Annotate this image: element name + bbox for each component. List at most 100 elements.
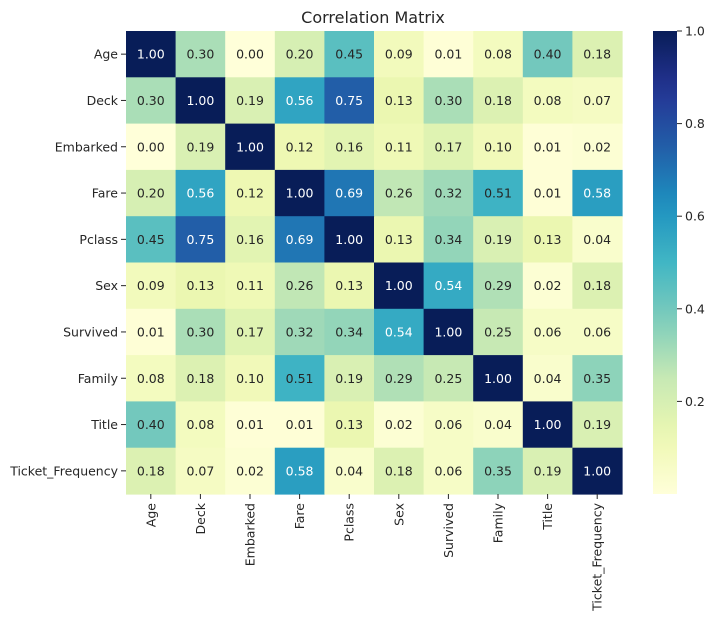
cell-value-label: 0.20 — [137, 186, 165, 201]
heatmap-cell — [225, 123, 276, 171]
cell-value-label: 0.06 — [583, 324, 611, 339]
cell-value-label: 0.08 — [484, 47, 512, 62]
cell-value-label: 0.19 — [186, 139, 214, 154]
heatmap-cell — [423, 216, 474, 264]
column-label: Family — [491, 502, 506, 543]
heatmap-cell — [175, 31, 226, 78]
chart-title: Correlation Matrix — [301, 8, 445, 27]
heatmap-cell — [522, 355, 573, 402]
cell-value-label: 0.26 — [286, 278, 314, 293]
cell-value-label: 0.02 — [534, 278, 562, 293]
cell-value-label: 0.10 — [484, 139, 512, 154]
row-label: Age — [94, 47, 118, 62]
cell-value-label: 0.30 — [186, 47, 214, 62]
cell-value-label: 0.40 — [137, 417, 165, 432]
heatmap-cell — [324, 31, 375, 78]
cell-value-label: 0.26 — [385, 186, 413, 201]
cell-value-label: 0.58 — [286, 463, 314, 478]
heatmap-cell — [274, 308, 325, 356]
cell-value-label: 0.56 — [186, 186, 214, 201]
heatmap-cell — [522, 262, 573, 310]
cell-value-label: 0.18 — [484, 93, 512, 108]
cell-value-label: 0.25 — [434, 371, 462, 386]
cell-value-label: 0.10 — [236, 371, 264, 386]
heatmap-cell — [175, 355, 226, 402]
heatmap-cell — [225, 216, 276, 264]
cell-value-label: 0.19 — [534, 463, 562, 478]
heatmap-cell — [225, 262, 276, 310]
heatmap-cell — [324, 401, 375, 449]
cell-value-label: 0.01 — [286, 417, 314, 432]
heatmap-cell — [126, 401, 177, 449]
heatmap-cell — [126, 447, 177, 495]
cell-value-label: 0.09 — [137, 278, 165, 293]
colorbar-tick-label: 0.2 — [685, 394, 705, 409]
row-label: Deck — [87, 93, 119, 108]
heatmap-cell — [274, 401, 325, 449]
heatmap-cell — [374, 308, 425, 356]
cell-value-label: 0.40 — [534, 47, 562, 62]
heatmap-cell — [175, 308, 226, 356]
heatmap-cell — [324, 262, 375, 310]
cell-value-label: 0.20 — [286, 47, 314, 62]
heatmap-cell — [423, 262, 474, 310]
cell-value-label: 0.04 — [534, 371, 562, 386]
cell-value-label: 1.00 — [137, 47, 165, 62]
cell-value-label: 0.69 — [335, 186, 363, 201]
cell-value-label: 0.19 — [236, 93, 264, 108]
heatmap-cell — [473, 123, 524, 171]
cell-value-label: 0.19 — [484, 232, 512, 247]
cell-value-label: 0.18 — [583, 278, 611, 293]
cell-value-label: 0.06 — [434, 417, 462, 432]
heatmap-cell — [522, 401, 573, 449]
heatmap-cell — [374, 31, 425, 78]
heatmap-cell — [522, 77, 573, 125]
cell-value-label: 0.08 — [137, 371, 165, 386]
cell-value-label: 0.75 — [335, 93, 363, 108]
column-label: Title — [540, 503, 555, 531]
heatmap-cell — [324, 123, 375, 171]
cell-value-label: 1.00 — [385, 278, 413, 293]
cell-value-label: 0.25 — [484, 324, 512, 339]
heatmap-cell — [274, 355, 325, 402]
cell-value-label: 0.18 — [137, 463, 165, 478]
colorbar-tick-label: 0.6 — [685, 209, 705, 224]
heatmap-cell — [473, 216, 524, 264]
heatmap-cell — [274, 447, 325, 495]
cell-value-label: 0.13 — [186, 278, 214, 293]
cell-value-label: 1.00 — [534, 417, 562, 432]
heatmap-cell — [572, 447, 623, 495]
heatmap-cell — [572, 31, 623, 78]
heatmap-cell — [374, 262, 425, 310]
heatmap-cell — [126, 77, 177, 125]
cell-value-label: 0.04 — [335, 463, 363, 478]
colorbar-tick-label: 0.8 — [685, 116, 705, 131]
column-labels: Age Deck Embarked Fare Pclass Sex Survived Fami… — [143, 494, 605, 612]
heatmap-cell — [274, 262, 325, 310]
column-label: Pclass — [342, 503, 357, 542]
cell-value-label: 0.19 — [335, 371, 363, 386]
heatmap-cell — [225, 355, 276, 402]
cell-value-label: 0.13 — [385, 93, 413, 108]
cell-value-label: 0.11 — [236, 278, 264, 293]
heatmap-cell — [572, 355, 623, 402]
heatmap-cell — [572, 262, 623, 310]
heatmap-cell — [473, 262, 524, 310]
row-label: Pclass — [79, 232, 118, 247]
colorbar-tick-label: 1.0 — [685, 24, 705, 39]
heatmap-cell — [324, 308, 375, 356]
cell-value-label: 0.13 — [385, 232, 413, 247]
heatmap-cell — [126, 216, 177, 264]
heatmap-cell — [423, 308, 474, 356]
cell-value-label: 0.17 — [434, 139, 462, 154]
heatmap-cell — [522, 169, 573, 217]
cell-value-label: 0.32 — [286, 324, 314, 339]
heatmap-cell — [274, 216, 325, 264]
cell-value-label: 0.01 — [534, 139, 562, 154]
cell-value-label: 0.18 — [583, 47, 611, 62]
heatmap-cell — [126, 355, 177, 402]
column-label: Survived — [441, 503, 456, 558]
cell-value-label: 0.00 — [236, 47, 264, 62]
colorbar-gradient — [653, 31, 677, 494]
